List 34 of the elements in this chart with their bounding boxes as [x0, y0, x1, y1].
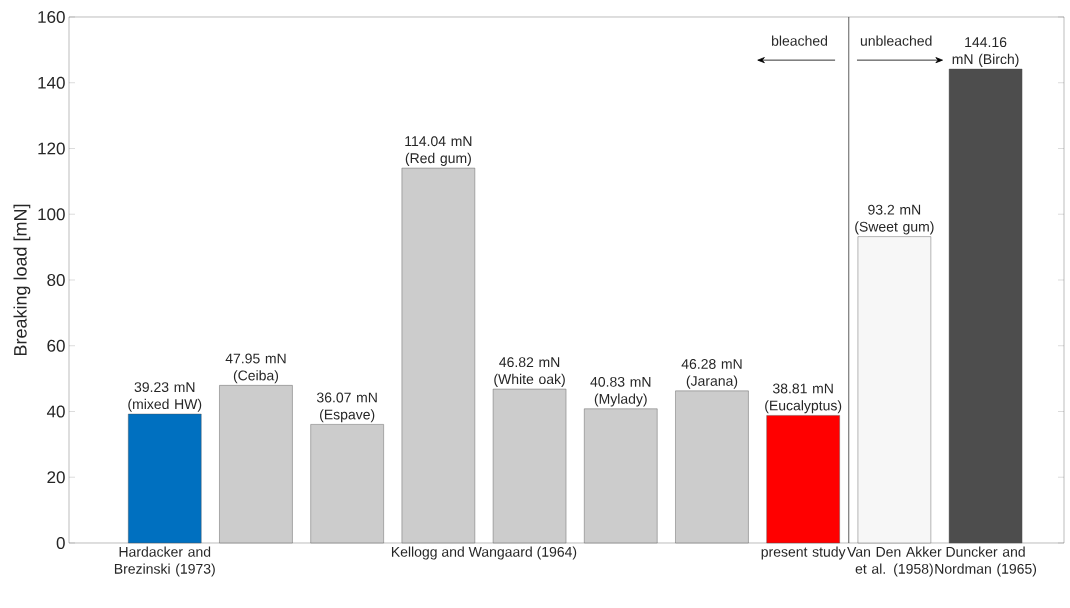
y-tick-label: 100: [38, 208, 65, 221]
data-label: 144.16 mN (Birch): [952, 37, 1019, 67]
bar: [401, 167, 476, 544]
bar: [675, 390, 749, 544]
bar: [128, 413, 202, 544]
y-tick-label: 80: [47, 273, 65, 287]
bar: [857, 236, 932, 544]
x-tick-label: Hardacker and Brezinski (1973): [114, 546, 215, 577]
data-label: 39.23 mN (mixed HW): [128, 382, 202, 412]
y-tick-label: 60: [47, 339, 65, 352]
y-tick-label: 120: [38, 142, 65, 155]
y-axis-title: Breaking load [mN]: [13, 204, 31, 356]
annotation: bleached: [772, 35, 828, 46]
data-label: 47.95 mN (Ceiba): [225, 353, 286, 384]
data-label: 114.04 mN (Red gum): [405, 136, 472, 166]
y-tick-label: 40: [46, 405, 65, 418]
data-label: 36.07 mN (Espave): [316, 392, 377, 423]
text: Kellogg and Wangaard (1964): [391, 546, 577, 560]
data-label: 46.28 mN (Jarana): [681, 358, 742, 389]
y-tick-label: 160: [38, 10, 65, 24]
annotation: unbleached: [860, 35, 932, 46]
data-label: 93.2 mN (Sweet gum): [855, 204, 934, 235]
bar: [584, 408, 658, 544]
data-label: 38.81 mN (Eucalyptus): [765, 383, 842, 414]
y-tick-label: 0: [56, 536, 65, 550]
bar: [492, 388, 567, 544]
x-tick-label: present study: [761, 546, 846, 560]
bar: [310, 424, 384, 544]
bar: [219, 385, 293, 544]
y-tick-label: 140: [38, 76, 65, 89]
y-tick-label: 20: [47, 471, 65, 484]
data-label: 40.83 mN (Mylady): [590, 376, 651, 407]
data-label: 46.82 mN (White oak): [494, 357, 565, 387]
bar: [766, 415, 840, 544]
